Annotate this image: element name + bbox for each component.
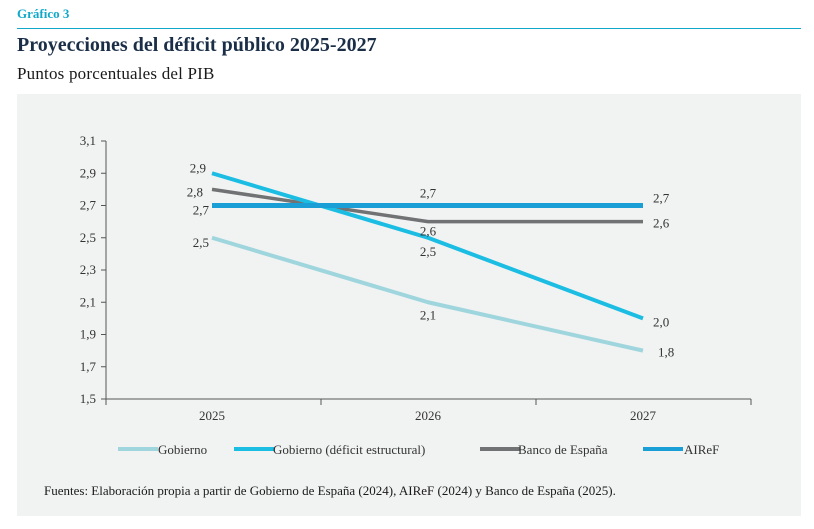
- legend-label: Gobierno (déficit estructural): [273, 442, 425, 457]
- y-tick-label: 1,9: [80, 327, 96, 342]
- data-label: 2,7: [420, 186, 437, 201]
- data-label: 2,8: [187, 184, 203, 199]
- header-rule: [17, 28, 801, 29]
- source-note: Fuentes: Elaboración propia a partir de …: [44, 483, 616, 498]
- y-tick-label: 2,9: [80, 165, 96, 180]
- x-tick-label: 2025: [199, 408, 225, 423]
- series-line-gobierno: [211, 235, 644, 353]
- figure-label: Gráfico 3: [17, 6, 70, 21]
- legend-label: Gobierno: [158, 442, 207, 457]
- data-label: 2,7: [653, 191, 670, 206]
- series-line-banco-de-espa-a: [211, 187, 643, 224]
- data-label: 2,9: [190, 160, 206, 175]
- chart-title: Proyecciones del déficit público 2025-20…: [17, 34, 377, 56]
- data-label: 2,5: [420, 244, 436, 259]
- x-tick-label: 2027: [630, 408, 657, 423]
- x-tick-label: 2026: [415, 408, 442, 423]
- chart-panel: [17, 94, 801, 516]
- legend-label: Banco de España: [518, 442, 608, 457]
- data-label: 2,5: [193, 235, 209, 250]
- y-tick-label: 2,5: [80, 230, 96, 245]
- data-label: 2,0: [653, 314, 669, 329]
- y-tick-label: 2,1: [80, 294, 96, 309]
- data-label: 2,1: [420, 307, 436, 322]
- data-label: 1,8: [658, 345, 674, 360]
- data-label: 2,6: [653, 216, 670, 231]
- legend-label: AIReF: [684, 442, 719, 457]
- data-label: 2,6: [420, 224, 437, 239]
- y-tick-label: 3,1: [80, 133, 96, 148]
- y-tick-label: 1,5: [80, 391, 96, 406]
- y-tick-label: 1,7: [80, 359, 97, 374]
- series-line-gobierno-d-ficit-estructural: [211, 171, 644, 321]
- y-tick-label: 2,7: [80, 198, 97, 213]
- chart-subtitle: Puntos porcentuales del PIB: [17, 64, 215, 83]
- y-tick-label: 2,3: [80, 262, 96, 277]
- data-label: 2,7: [193, 203, 210, 218]
